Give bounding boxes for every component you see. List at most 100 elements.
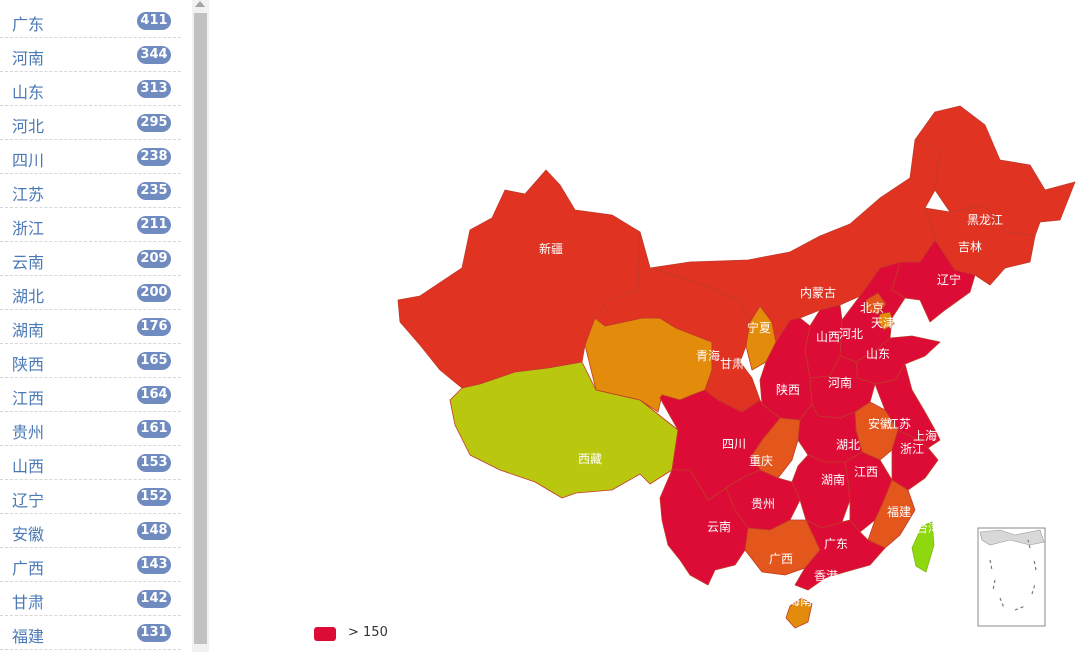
province-name[interactable]: 河南 (12, 49, 45, 68)
province-name[interactable]: 湖南 (12, 321, 45, 340)
region-beijing[interactable] (865, 292, 887, 315)
province-name[interactable]: 四川 (12, 151, 45, 170)
region-label-fujian: 福建 (887, 504, 911, 519)
province-name[interactable]: 山东 (12, 83, 45, 102)
legend-swatch[interactable] (314, 627, 336, 641)
scrollbar[interactable] (192, 0, 209, 652)
list-item[interactable]: 辽宁 152 (0, 480, 181, 514)
list-item[interactable]: 河北 295 (0, 106, 181, 140)
province-name[interactable]: 安徽 (12, 525, 45, 544)
count-badge: 238 (137, 148, 171, 166)
count-badge: 211 (137, 216, 171, 234)
list-item[interactable]: 江西 164 (0, 378, 181, 412)
count-badge: 142 (137, 590, 171, 608)
list-item[interactable]: 湖北 200 (0, 276, 181, 310)
region-yunnan[interactable] (659, 469, 749, 586)
region-label-beijing: 北京 (860, 301, 884, 315)
region-label-jiangxi: 江西 (854, 465, 878, 479)
region-label-neimenggu: 内蒙古 (800, 285, 836, 300)
province-name[interactable]: 山西 (12, 457, 45, 476)
region-label-shanghai: 上海 (913, 428, 937, 443)
province-name[interactable]: 陕西 (12, 355, 45, 374)
region-hainan[interactable] (785, 597, 813, 629)
list-item[interactable]: 四川 238 (0, 140, 181, 174)
province-name[interactable]: 贵州 (12, 423, 45, 442)
province-name[interactable]: 浙江 (12, 219, 45, 238)
region-label-ningxia: 宁夏 (747, 320, 771, 335)
region-label-jilin: 吉林 (958, 240, 982, 254)
region-label-chongqing: 重庆 (749, 454, 773, 468)
count-badge: 161 (137, 420, 171, 438)
count-badge: 143 (137, 556, 171, 574)
list-item[interactable]: 广西 143 (0, 548, 181, 582)
region-label-zhejiang: 浙江 (900, 442, 924, 456)
province-name[interactable]: 甘肃 (12, 593, 45, 612)
count-badge: 209 (137, 250, 171, 268)
region-label-shaanxi: 陕西 (776, 382, 800, 397)
list-item[interactable]: 山东 313 (0, 72, 181, 106)
region-label-gansu: 甘肃 (720, 357, 744, 371)
province-name[interactable]: 广东 (12, 15, 45, 34)
region-label-hubei: 湖北 (836, 437, 860, 452)
list-item[interactable]: 福建 131 (0, 616, 181, 650)
count-badge: 313 (137, 80, 171, 98)
province-name[interactable]: 江苏 (12, 185, 45, 204)
region-label-anhui: 安徽 (868, 416, 892, 431)
region-hubei[interactable] (797, 403, 863, 463)
list-item[interactable]: 湖南 176 (0, 310, 181, 344)
region-label-yunnan: 云南 (707, 519, 731, 534)
list-item[interactable]: 安徽 148 (0, 514, 181, 548)
region-label-shandong: 山东 (866, 347, 890, 361)
region-label-sichuan: 四川 (722, 437, 746, 451)
count-badge: 344 (137, 46, 171, 64)
region-tianjin[interactable] (877, 311, 895, 331)
region-heilongjiang[interactable] (914, 105, 1076, 237)
region-label-xizang: 西藏 (578, 452, 602, 466)
count-badge: 235 (137, 182, 171, 200)
list-item[interactable]: 江苏 235 (0, 174, 181, 208)
province-name[interactable]: 福建 (12, 627, 45, 646)
region-label-hongkong: 香港 (814, 569, 838, 583)
list-item[interactable]: 山西 153 (0, 446, 181, 480)
region-label-shanxi: 山西 (816, 330, 840, 344)
region-label-hunan: 湖南 (821, 472, 845, 487)
region-label-guizhou: 贵州 (751, 497, 775, 511)
list-item[interactable]: 河南 344 (0, 38, 181, 72)
scroll-up-arrow-icon[interactable] (195, 1, 205, 7)
province-name[interactable]: 江西 (12, 389, 45, 408)
list-item[interactable]: 甘肃 142 (0, 582, 181, 616)
list-item[interactable]: 广东 411 (0, 4, 181, 38)
region-label-liaoning: 辽宁 (937, 272, 961, 287)
region-label-jiangsu: 江苏 (887, 417, 911, 431)
list-item[interactable]: 云南 209 (0, 242, 181, 276)
south-china-sea-inset (977, 527, 1046, 627)
province-name[interactable]: 辽宁 (12, 491, 45, 510)
count-badge: 131 (137, 624, 171, 642)
scrollbar-thumb[interactable] (194, 13, 207, 644)
count-badge: 411 (137, 12, 171, 30)
province-name[interactable]: 云南 (12, 253, 45, 272)
province-list: 广东 411 河南 344 山东 313 河北 295 四川 238 江苏 235 浙江 211 云南 209… (0, 0, 192, 652)
province-name[interactable]: 河北 (12, 117, 45, 136)
count-badge: 152 (137, 488, 171, 506)
province-name[interactable]: 广西 (12, 559, 45, 578)
count-badge: 148 (137, 522, 171, 540)
region-label-heilongjiang: 黑龙江 (967, 213, 1003, 227)
list-item[interactable]: 浙江 211 (0, 208, 181, 242)
province-name[interactable]: 湖北 (12, 287, 45, 306)
region-label-tianjin: 天津 (871, 316, 895, 330)
region-label-guangdong: 广东 (824, 537, 848, 551)
region-label-hebei: 河北 (839, 327, 863, 341)
list-item[interactable]: 陕西 165 (0, 344, 181, 378)
region-label-qinghai: 青海 (696, 348, 720, 363)
list-item[interactable]: 贵州 161 (0, 412, 181, 446)
count-badge: 165 (137, 352, 171, 370)
count-badge: 164 (137, 386, 171, 404)
region-taiwan[interactable] (911, 521, 935, 573)
region-hunan[interactable] (791, 454, 851, 529)
region-guangdong[interactable] (794, 519, 886, 591)
region-label-guangxi: 广西 (769, 552, 793, 566)
legend-label: > 150 (348, 625, 388, 640)
count-badge: 176 (137, 318, 171, 336)
